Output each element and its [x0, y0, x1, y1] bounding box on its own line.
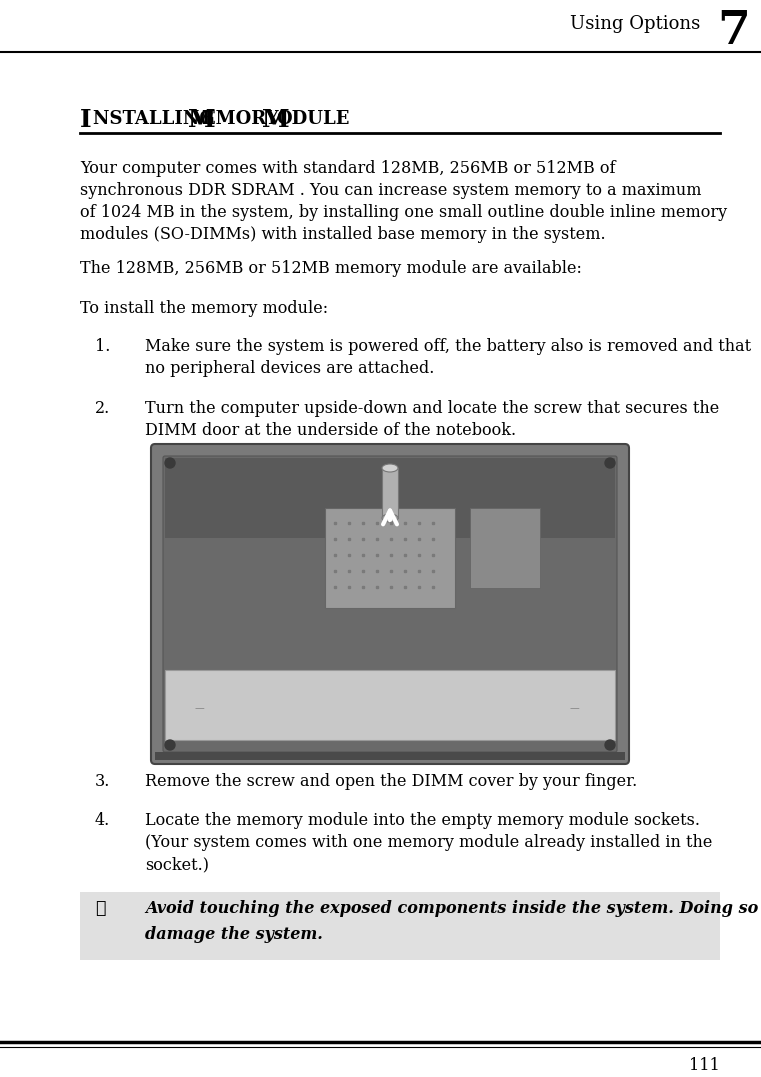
Text: 3.: 3. [95, 773, 110, 791]
Bar [325, 508, 455, 609]
Text: 7: 7 [717, 8, 750, 54]
Text: Remove the screw and open the DIMM cover by your finger.: Remove the screw and open the DIMM cover… [145, 773, 637, 791]
Text: M: M [262, 108, 290, 132]
Text: I: I [80, 108, 91, 132]
Text: 111: 111 [689, 1057, 720, 1074]
Text: M: M [188, 108, 215, 132]
Ellipse shape [382, 514, 398, 522]
Text: modules (SO-DIMMs) with installed base memory in the system.: modules (SO-DIMMs) with installed base m… [80, 226, 606, 243]
Text: (Your system comes with one memory module already installed in the: (Your system comes with one memory modul… [145, 834, 712, 851]
Text: To install the memory module:: To install the memory module: [80, 300, 328, 317]
Text: 1.: 1. [95, 338, 110, 355]
Text: ODULE: ODULE [276, 110, 349, 128]
Text: NSTALLING: NSTALLING [93, 110, 221, 128]
Text: no peripheral devices are attached.: no peripheral devices are attached. [145, 360, 435, 377]
Text: Locate the memory module into the empty memory module sockets.: Locate the memory module into the empty … [145, 812, 700, 829]
Circle shape [605, 458, 615, 468]
Ellipse shape [382, 464, 398, 472]
FancyBboxPatch shape [163, 456, 617, 752]
Bar [470, 508, 540, 588]
Text: of 1024 MB in the system, by installing one small outline double inline memory: of 1024 MB in the system, by installing … [80, 204, 727, 221]
Text: Your computer comes with standard 128MB, 256MB or 512MB of: Your computer comes with standard 128MB,… [80, 160, 616, 177]
Text: damage the system.: damage the system. [145, 926, 323, 943]
Text: Turn the computer upside-down and locate the screw that secures the: Turn the computer upside-down and locate… [145, 400, 719, 417]
Text: —: — [195, 703, 205, 713]
Text: EMORY: EMORY [202, 110, 285, 128]
Bar [165, 670, 615, 740]
Text: Using Options: Using Options [570, 15, 700, 33]
FancyBboxPatch shape [151, 444, 629, 764]
Text: 2.: 2. [95, 400, 110, 417]
Circle shape [165, 458, 175, 468]
Text: DIMM door at the underside of the notebook.: DIMM door at the underside of the notebo… [145, 422, 516, 439]
Text: The 128MB, 256MB or 512MB memory module are available:: The 128MB, 256MB or 512MB memory module … [80, 260, 582, 277]
Text: 4.: 4. [95, 812, 110, 829]
Circle shape [165, 740, 175, 750]
Text: Avoid touching the exposed components inside the system. Doing so may: Avoid touching the exposed components in… [145, 900, 761, 917]
Circle shape [605, 740, 615, 750]
Text: synchronous DDR SDRAM . You can increase system memory to a maximum: synchronous DDR SDRAM . You can increase… [80, 182, 702, 199]
Text: ☞: ☞ [95, 900, 105, 917]
Bar [80, 892, 720, 960]
Text: socket.): socket.) [145, 856, 209, 873]
Text: —: — [570, 703, 580, 713]
Text: Make sure the system is powered off, the battery also is removed and that: Make sure the system is powered off, the… [145, 338, 751, 355]
Bar [382, 468, 398, 518]
Bar [165, 458, 615, 538]
Bar [155, 752, 625, 760]
